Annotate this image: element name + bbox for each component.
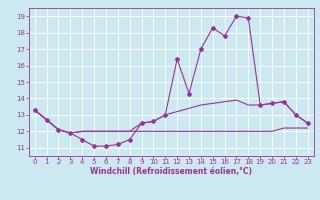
X-axis label: Windchill (Refroidissement éolien,°C): Windchill (Refroidissement éolien,°C)	[90, 167, 252, 176]
